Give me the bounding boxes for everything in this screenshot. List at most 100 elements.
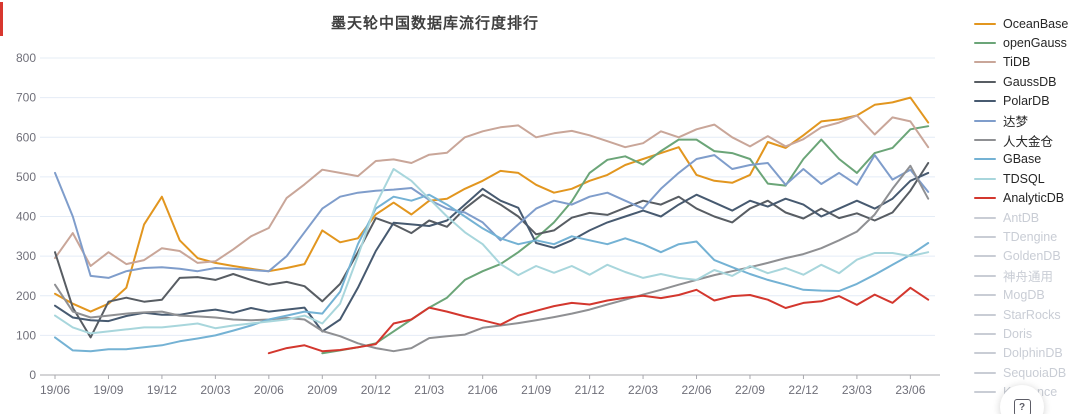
x-axis-tick-label: 21/12 bbox=[575, 383, 605, 397]
y-axis-tick-label: 400 bbox=[16, 210, 36, 224]
legend-swatch-icon bbox=[974, 255, 996, 258]
y-axis-tick-label: 800 bbox=[16, 51, 36, 65]
legend-item-StarRocks[interactable]: StarRocks bbox=[974, 305, 1080, 324]
x-axis-tick-label: 22/06 bbox=[682, 383, 712, 397]
legend-swatch-icon bbox=[974, 139, 996, 142]
legend-label: DolphinDB bbox=[1003, 346, 1063, 361]
y-axis-tick-label: 500 bbox=[16, 170, 36, 184]
legend-label: GBase bbox=[1003, 152, 1042, 167]
legend-item-TiDB[interactable]: TiDB bbox=[974, 53, 1080, 72]
series-line-TiDB bbox=[54, 114, 930, 267]
x-axis-tick-label: 20/06 bbox=[254, 383, 284, 397]
legend-swatch-icon bbox=[974, 352, 996, 355]
legend-swatch-icon bbox=[974, 61, 996, 64]
legend-swatch-icon bbox=[974, 313, 996, 316]
series-line-PolarDB bbox=[54, 171, 930, 333]
legend-item-达梦[interactable]: 达梦 bbox=[974, 111, 1080, 130]
series-line-TDSQL bbox=[54, 168, 930, 335]
x-axis-tick-label: 23/03 bbox=[842, 383, 872, 397]
x-axis-tick-label: 21/09 bbox=[521, 383, 551, 397]
legend-swatch-icon bbox=[974, 42, 996, 45]
legend-swatch-icon bbox=[974, 22, 996, 25]
legend-item-DolphinDB[interactable]: DolphinDB bbox=[974, 344, 1080, 363]
x-axis-tick-label: 22/09 bbox=[735, 383, 765, 397]
x-axis-tick-label: 23/06 bbox=[895, 383, 925, 397]
x-axis-tick-label: 20/12 bbox=[361, 383, 391, 397]
y-axis-tick-label: 300 bbox=[16, 249, 36, 263]
left-edge-red-strip bbox=[0, 2, 3, 36]
y-axis-tick-label: 700 bbox=[16, 91, 36, 105]
legend-swatch-icon bbox=[974, 371, 996, 374]
y-axis-tick-label: 600 bbox=[16, 130, 36, 144]
legend-item-GaussDB[interactable]: GaussDB bbox=[974, 72, 1080, 91]
series-line-GaussDB bbox=[54, 162, 930, 339]
legend-item-PolarDB[interactable]: PolarDB bbox=[974, 92, 1080, 111]
legend-item-OceanBase[interactable]: OceanBase bbox=[974, 14, 1080, 33]
chart-legend: OceanBase openGauss TiDB GaussDB PolarDB 达梦人大… bbox=[974, 14, 1080, 402]
legend-label: PolarDB bbox=[1003, 94, 1050, 109]
legend-swatch-icon bbox=[974, 119, 996, 122]
x-axis-tick-label: 19/06 bbox=[40, 383, 70, 397]
legend-label: TiDB bbox=[1003, 55, 1031, 70]
series-line-OceanBase bbox=[54, 96, 930, 313]
legend-label: TDengine bbox=[1003, 229, 1058, 244]
legend-swatch-icon bbox=[974, 177, 996, 180]
legend-swatch-icon bbox=[974, 80, 996, 83]
legend-item-TDSQL[interactable]: TDSQL bbox=[974, 169, 1080, 188]
x-axis-tick-label: 22/12 bbox=[788, 383, 818, 397]
x-axis-tick-label: 20/09 bbox=[307, 383, 337, 397]
legend-label: Doris bbox=[1003, 326, 1033, 341]
legend-item-TDengine[interactable]: TDengine bbox=[974, 227, 1080, 246]
legend-swatch-icon bbox=[974, 294, 996, 297]
legend-label: GaussDB bbox=[1003, 74, 1057, 89]
series-line-人大金仓 bbox=[54, 164, 930, 353]
help-button[interactable]: ? bbox=[1000, 385, 1044, 414]
legend-item-AnalyticDB[interactable]: AnalyticDB bbox=[974, 189, 1080, 208]
y-axis-tick-label: 100 bbox=[16, 328, 36, 342]
legend-label: AntDB bbox=[1003, 210, 1040, 225]
y-axis-tick-label: 0 bbox=[29, 368, 36, 382]
legend-label: AnalyticDB bbox=[1003, 191, 1065, 206]
help-icon: ? bbox=[1013, 398, 1031, 414]
legend-label: GoldenDB bbox=[1003, 249, 1061, 264]
legend-label: SequoiaDB bbox=[1003, 365, 1067, 380]
legend-item-人大金仓[interactable]: 人大金仓 bbox=[974, 130, 1080, 149]
legend-swatch-icon bbox=[974, 274, 996, 277]
legend-label: 人大金仓 bbox=[1003, 134, 1054, 149]
legend-swatch-icon bbox=[974, 235, 996, 238]
y-axis-tick-label: 200 bbox=[16, 289, 36, 303]
legend-swatch-icon bbox=[974, 100, 996, 103]
series-line-GBase bbox=[54, 193, 930, 353]
x-axis-tick-label: 21/06 bbox=[468, 383, 498, 397]
legend-label: StarRocks bbox=[1003, 307, 1061, 322]
legend-label: openGauss bbox=[1003, 36, 1067, 51]
x-axis-tick-label: 21/03 bbox=[414, 383, 444, 397]
legend-swatch-icon bbox=[974, 216, 996, 219]
legend-label: 达梦 bbox=[1003, 115, 1029, 130]
series-line-达梦 bbox=[54, 154, 930, 279]
legend-label: MogDB bbox=[1003, 288, 1045, 303]
legend-swatch-icon bbox=[974, 158, 996, 161]
legend-label: TDSQL bbox=[1003, 171, 1045, 186]
legend-item-openGauss[interactable]: openGauss bbox=[974, 33, 1080, 52]
legend-swatch-icon bbox=[974, 197, 996, 200]
series-line-AnalyticDB bbox=[267, 286, 930, 355]
legend-item-神舟通用[interactable]: 神舟通用 bbox=[974, 266, 1080, 285]
legend-item-MogDB[interactable]: MogDB bbox=[974, 285, 1080, 304]
x-axis-tick-label: 20/03 bbox=[200, 383, 230, 397]
legend-item-SequoiaDB[interactable]: SequoiaDB bbox=[974, 363, 1080, 382]
x-axis-tick-label: 19/12 bbox=[147, 383, 177, 397]
x-axis-tick-label: 22/03 bbox=[628, 383, 658, 397]
legend-label: 神舟通用 bbox=[1003, 270, 1054, 285]
legend-swatch-icon bbox=[974, 332, 996, 335]
legend-item-AntDB[interactable]: AntDB bbox=[974, 208, 1080, 227]
legend-item-GoldenDB[interactable]: GoldenDB bbox=[974, 247, 1080, 266]
legend-item-Doris[interactable]: Doris bbox=[974, 324, 1080, 343]
legend-swatch-icon bbox=[974, 391, 996, 394]
chart-title: 墨天轮中国数据库流行度排行 bbox=[330, 15, 539, 32]
legend-label: OceanBase bbox=[1003, 16, 1069, 31]
x-axis-tick-label: 19/09 bbox=[93, 383, 123, 397]
legend-item-GBase[interactable]: GBase bbox=[974, 150, 1080, 169]
